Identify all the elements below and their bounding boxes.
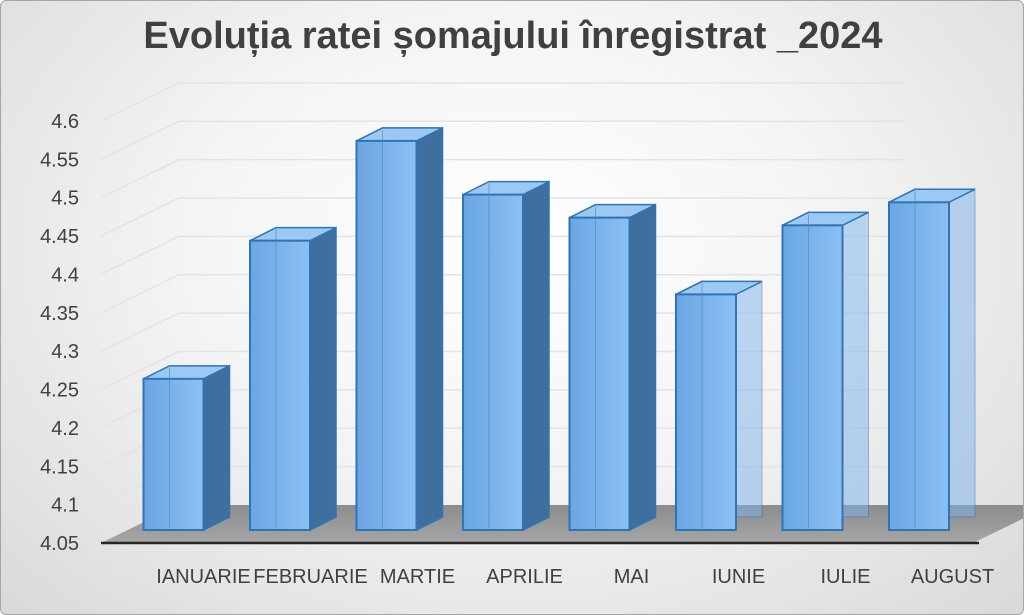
y-tick-label: 4.2 bbox=[51, 418, 79, 440]
bar-front-face bbox=[888, 201, 950, 532]
gridline bbox=[100, 274, 903, 314]
y-tick-label: 4.4 bbox=[51, 264, 79, 286]
chart-title: Evoluția ratei șomajului înregistrat _20… bbox=[143, 15, 883, 57]
bar-side-face bbox=[415, 126, 444, 532]
gridline bbox=[100, 197, 903, 237]
gridline bbox=[100, 235, 903, 276]
gridline bbox=[100, 82, 903, 122]
bar-front-face bbox=[142, 377, 205, 532]
x-tick-label: MARTIE bbox=[380, 566, 455, 588]
x-tick-label: MAI bbox=[614, 566, 650, 588]
y-tick-label: 4.35 bbox=[40, 303, 79, 325]
bar-front-face bbox=[781, 224, 844, 531]
bar-side-face bbox=[522, 180, 550, 532]
bar bbox=[568, 203, 657, 532]
y-tick-label: 4.1 bbox=[51, 495, 79, 517]
bar bbox=[462, 180, 550, 532]
gridline bbox=[100, 120, 903, 160]
x-tick-label: IUNIE bbox=[712, 566, 765, 588]
bar-front-face bbox=[249, 239, 311, 532]
x-tick-label: APRILIE bbox=[486, 566, 563, 588]
bar-front-face bbox=[568, 216, 631, 531]
chart-floor bbox=[101, 505, 1023, 543]
x-tick-label: FEBRUARIE bbox=[253, 566, 367, 588]
y-tick-label: 4.15 bbox=[40, 456, 79, 478]
bar bbox=[675, 280, 763, 532]
bar bbox=[888, 188, 976, 532]
gridline bbox=[100, 158, 903, 199]
x-tick-label: IULIE bbox=[820, 566, 870, 588]
x-tick-label: AUGUST bbox=[911, 566, 994, 588]
bar bbox=[142, 364, 231, 532]
y-tick-label: 4.55 bbox=[40, 149, 79, 171]
gridline bbox=[100, 350, 903, 391]
y-tick-label: 4.6 bbox=[51, 111, 79, 133]
gridline bbox=[100, 312, 903, 352]
y-tick-label: 4.25 bbox=[40, 380, 79, 402]
y-tick-label: 4.3 bbox=[51, 341, 79, 363]
bar bbox=[781, 211, 869, 532]
bar-front-face bbox=[675, 293, 737, 531]
bar-side-face bbox=[202, 364, 231, 532]
bar bbox=[249, 226, 337, 532]
y-tick-label: 4.5 bbox=[51, 188, 79, 210]
bar-side-face bbox=[628, 203, 657, 532]
bar-front-face bbox=[355, 139, 418, 531]
y-tick-label: 4.05 bbox=[40, 533, 79, 555]
x-tick-label: IANUARIE bbox=[156, 566, 250, 588]
bar-front-face bbox=[462, 193, 524, 531]
bar-side-face bbox=[309, 226, 337, 532]
y-tick-label: 4.45 bbox=[40, 226, 79, 248]
bar bbox=[355, 126, 444, 532]
